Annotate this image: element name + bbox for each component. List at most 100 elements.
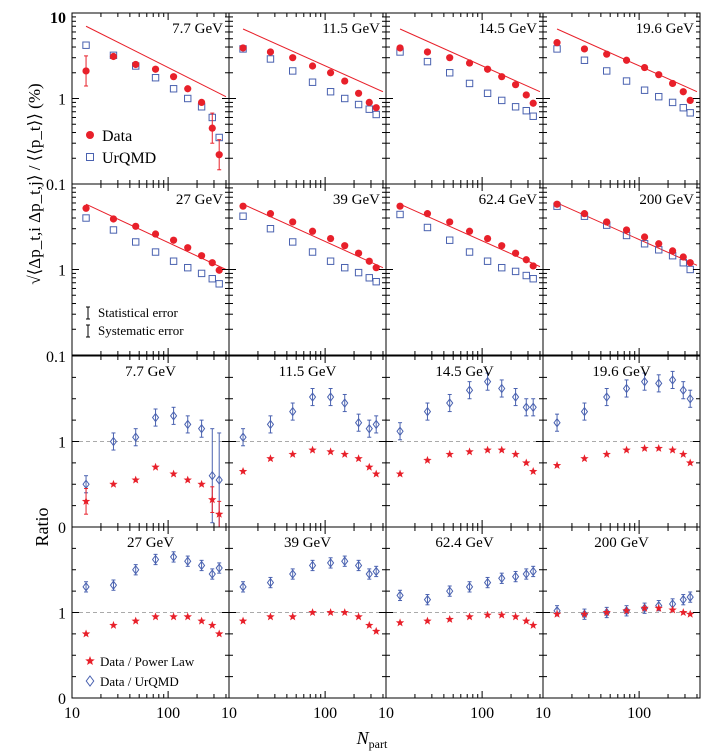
powerlaw-ratio-point (208, 495, 217, 504)
powerlaw-ratio-point (81, 496, 91, 505)
energy-label: 39 GeV (333, 192, 380, 208)
energy-label: 7.7 GeV (125, 364, 176, 380)
urqmd-ratio-point (553, 417, 561, 428)
data-point (622, 226, 631, 234)
data-point (423, 210, 432, 218)
legend-urqmd-label: UrQMD (102, 150, 156, 167)
energy-label: 14.5 GeV (435, 364, 493, 380)
data-point (151, 65, 160, 73)
y-tick-label: 1 (58, 92, 66, 109)
powerlaw-ratio-point (208, 620, 217, 629)
powerlaw-ratio-point (522, 616, 531, 625)
data-point (365, 257, 373, 265)
powerlaw-ratio-point (580, 609, 589, 618)
urqmd-ratio-point (151, 554, 160, 565)
urqmd-ratio-point (266, 419, 275, 430)
urqmd-point (553, 45, 561, 53)
powerlaw-ratio-point (372, 469, 381, 478)
urqmd-ratio-point (465, 385, 474, 396)
data-point (308, 227, 317, 235)
powerlaw-ratio-point (354, 612, 363, 621)
urqmd-ratio-point (372, 566, 380, 577)
data-point (423, 48, 432, 56)
data-point (465, 227, 474, 235)
y-tick-label: 1 (58, 606, 66, 623)
powerlaw-ratio-point (483, 445, 492, 454)
powerlaw-ratio-point (668, 605, 677, 614)
urqmd-ratio-point (184, 556, 192, 567)
urqmd-point (208, 275, 216, 283)
urqmd-ratio-point (239, 582, 247, 592)
data-point (132, 60, 140, 69)
urqmd-ratio-point (446, 586, 454, 596)
urqmd-ratio-point (341, 556, 349, 567)
powerlaw-ratio-point (365, 462, 374, 471)
powerlaw-ratio-point (654, 443, 663, 452)
power-law-line (85, 25, 227, 98)
panel-frame (542, 12, 701, 185)
x-axis-title: Npart (356, 728, 388, 751)
urqmd-ratio-point (197, 423, 206, 434)
urqmd-ratio-point (580, 406, 589, 417)
data-point (197, 98, 206, 107)
powerlaw-ratio-point (602, 449, 611, 458)
data-point (326, 234, 335, 243)
energy-label: 27 GeV (127, 535, 174, 551)
urqmd-ratio-point (511, 392, 520, 402)
y-tick-label: 0 (58, 691, 66, 708)
urqmd-ratio-point (483, 376, 492, 387)
powerlaw-ratio-point (602, 608, 611, 617)
urqmd-point (522, 271, 530, 280)
urqmd-ratio-point (215, 475, 223, 485)
data-point (354, 89, 363, 97)
x-tick-label: 100 (470, 705, 494, 722)
data-point (529, 262, 537, 270)
energy-label: 200 GeV (639, 192, 694, 208)
powerlaw-ratio-point (238, 467, 248, 475)
urqmd-point (446, 69, 454, 77)
panel-frame (542, 183, 701, 356)
y-tick-label: 0 (58, 520, 66, 537)
urqmd-ratio-point (308, 560, 317, 571)
data-point (580, 210, 589, 218)
urqmd-ratio-point (396, 426, 404, 437)
powerlaw-ratio-point (679, 608, 688, 617)
x-tick-label: 10 (221, 705, 237, 722)
urqmd-point (511, 267, 520, 276)
powerlaw-ratio-point (215, 509, 224, 518)
urqmd-point (446, 236, 454, 244)
data-point (354, 249, 363, 257)
panel-frame (385, 183, 544, 356)
urqmd-ratio-point (215, 563, 223, 573)
data-point (465, 59, 474, 67)
powerlaw-ratio-point (580, 454, 589, 463)
powerlaw-ratio-point (354, 454, 363, 463)
powerlaw-ratio-point (109, 479, 118, 488)
energy-label: 7.7 GeV (172, 21, 223, 37)
data-point (169, 73, 178, 81)
energy-label: 11.5 GeV (279, 364, 337, 380)
powerlaw-ratio-point (131, 475, 140, 484)
powerlaw-ratio-point (266, 454, 275, 463)
powerlaw-ratio-point (552, 461, 562, 469)
powerlaw-ratio-point (215, 629, 224, 638)
data-point (82, 204, 90, 212)
energy-label: 62.4 GeV (435, 535, 493, 551)
data-point (640, 233, 649, 241)
data-point (266, 48, 275, 56)
energy-label: 11.5 GeV (322, 21, 380, 37)
urqmd-ratio-point (326, 392, 335, 402)
powerlaw-ratio-point (288, 449, 297, 458)
panel-frame (228, 12, 387, 185)
energy-label: 200 GeV (594, 535, 649, 551)
urqmd-ratio-point (341, 398, 349, 408)
urqmd-point (82, 41, 90, 49)
data-point (498, 73, 506, 81)
powerlaw-ratio-point (465, 612, 474, 621)
powerlaw-ratio-point (151, 462, 160, 471)
legend-powerlaw-ratio-marker (85, 656, 95, 666)
data-point (668, 79, 677, 88)
data-point (396, 202, 404, 210)
urqmd-point (151, 248, 160, 256)
powerlaw-ratio-point (445, 449, 454, 458)
